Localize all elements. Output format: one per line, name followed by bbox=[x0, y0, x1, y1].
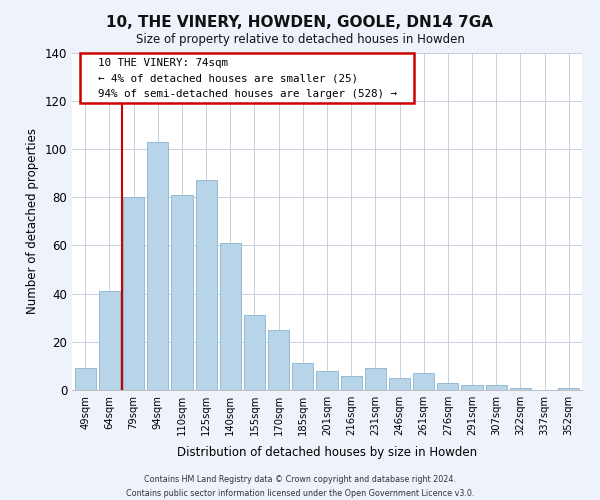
Bar bbox=[389, 378, 410, 390]
Text: Size of property relative to detached houses in Howden: Size of property relative to detached ho… bbox=[136, 32, 464, 46]
Bar bbox=[316, 370, 338, 390]
Bar bbox=[220, 243, 241, 390]
Bar bbox=[510, 388, 531, 390]
Bar bbox=[461, 385, 482, 390]
Text: 10 THE VINERY: 74sqm  
  ← 4% of detached houses are smaller (25)  
  94% of sem: 10 THE VINERY: 74sqm ← 4% of detached ho… bbox=[85, 58, 410, 99]
X-axis label: Distribution of detached houses by size in Howden: Distribution of detached houses by size … bbox=[177, 446, 477, 460]
Text: Contains HM Land Registry data © Crown copyright and database right 2024.
Contai: Contains HM Land Registry data © Crown c… bbox=[126, 476, 474, 498]
Bar bbox=[244, 316, 265, 390]
Bar bbox=[196, 180, 217, 390]
Bar bbox=[74, 368, 96, 390]
Bar bbox=[147, 142, 169, 390]
Bar bbox=[172, 194, 193, 390]
Bar bbox=[365, 368, 386, 390]
Bar bbox=[292, 364, 313, 390]
Bar bbox=[413, 373, 434, 390]
Bar bbox=[341, 376, 362, 390]
Bar bbox=[485, 385, 507, 390]
Y-axis label: Number of detached properties: Number of detached properties bbox=[26, 128, 39, 314]
Bar bbox=[268, 330, 289, 390]
Bar bbox=[437, 383, 458, 390]
Bar bbox=[558, 388, 580, 390]
Bar bbox=[99, 291, 120, 390]
Text: 10, THE VINERY, HOWDEN, GOOLE, DN14 7GA: 10, THE VINERY, HOWDEN, GOOLE, DN14 7GA bbox=[107, 15, 493, 30]
Bar bbox=[123, 197, 144, 390]
